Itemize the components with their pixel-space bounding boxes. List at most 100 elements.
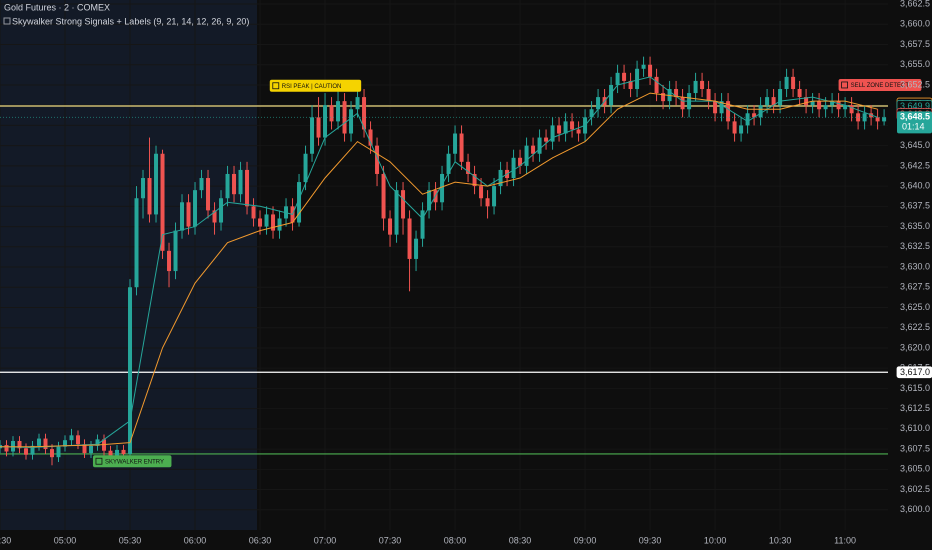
candle-body bbox=[713, 101, 718, 114]
candle-body bbox=[882, 117, 887, 122]
candle-body bbox=[121, 449, 126, 454]
annotation-icon bbox=[272, 82, 280, 90]
candle-body bbox=[336, 101, 341, 122]
y-tick-label: 3,630.0 bbox=[900, 261, 930, 271]
x-tick-label: 05:30 bbox=[119, 535, 142, 545]
candle-body bbox=[492, 186, 497, 207]
candle-body bbox=[251, 206, 256, 219]
candle-body bbox=[206, 178, 211, 211]
y-tick-label: 3,632.5 bbox=[900, 241, 930, 251]
y-tick-label: 3,605.0 bbox=[900, 464, 930, 474]
candle-body bbox=[466, 161, 471, 174]
candle-body bbox=[511, 157, 516, 179]
annotation-box bbox=[838, 78, 922, 91]
candle-body bbox=[836, 101, 841, 110]
candle-body bbox=[810, 101, 815, 106]
candle-body bbox=[394, 190, 399, 235]
candle-body bbox=[193, 190, 198, 227]
annotation-box bbox=[269, 79, 362, 92]
candle-body bbox=[745, 113, 750, 126]
candle-body bbox=[518, 157, 523, 166]
candle-body bbox=[108, 450, 113, 457]
candle-body bbox=[43, 438, 48, 450]
candle-body bbox=[17, 440, 22, 449]
y-tick-label: 3,620.0 bbox=[900, 342, 930, 352]
candle-body bbox=[628, 80, 633, 90]
candle-body bbox=[69, 435, 74, 441]
candle-body bbox=[368, 129, 373, 146]
candle-body bbox=[732, 121, 737, 134]
candle-body bbox=[37, 438, 42, 446]
candle-body bbox=[563, 121, 568, 134]
candle-body bbox=[154, 153, 159, 215]
chart-title: Gold Futures · 2 · COMEX bbox=[4, 2, 110, 12]
y-tick-label: 3,655.0 bbox=[900, 59, 930, 69]
y-tick-label: 3,660.0 bbox=[900, 19, 930, 29]
candle-body bbox=[56, 446, 61, 458]
candle-body bbox=[654, 76, 659, 94]
candle-body bbox=[674, 89, 679, 98]
candle-body bbox=[440, 173, 445, 203]
candle-body bbox=[232, 173, 237, 195]
candle-body bbox=[609, 84, 614, 106]
candle-body bbox=[784, 76, 789, 90]
candle-body bbox=[186, 202, 191, 227]
y-tick-label: 3,642.5 bbox=[900, 160, 930, 170]
candle-body bbox=[706, 89, 711, 102]
price-label-box bbox=[896, 366, 932, 379]
candle-body bbox=[843, 105, 848, 110]
indicator-icon bbox=[3, 17, 11, 25]
candle-body bbox=[459, 133, 464, 162]
candle-body bbox=[316, 117, 321, 138]
candle-body bbox=[771, 97, 776, 106]
candle-body bbox=[199, 178, 204, 191]
candle-body bbox=[778, 89, 783, 106]
candle-body bbox=[817, 101, 822, 110]
y-tick-label: 3,625.0 bbox=[900, 302, 930, 312]
y-tick-label: 3,627.5 bbox=[900, 282, 930, 292]
candle-body bbox=[147, 178, 152, 215]
candle-body bbox=[167, 250, 172, 272]
candle-body bbox=[550, 125, 555, 142]
candle-body bbox=[726, 101, 731, 122]
x-tick-label: 06:00 bbox=[184, 535, 207, 545]
x-tick-label: 09:30 bbox=[639, 535, 662, 545]
candle-body bbox=[849, 105, 854, 114]
x-tick-label: 11:00 bbox=[834, 535, 856, 545]
annotation-icon bbox=[841, 81, 848, 89]
candle-body bbox=[388, 218, 393, 235]
candle-body bbox=[485, 198, 490, 207]
candle-body bbox=[557, 125, 562, 134]
x-tick-label: 08:00 bbox=[444, 535, 467, 545]
candle-body bbox=[472, 173, 477, 187]
candle-body bbox=[297, 182, 302, 223]
candle-body bbox=[596, 97, 601, 110]
candle-body bbox=[329, 105, 334, 122]
x-tick-label: 08:30 bbox=[509, 535, 532, 545]
candle-body bbox=[570, 121, 575, 130]
candle-body bbox=[661, 93, 666, 102]
y-tick-label: 3,662.5 bbox=[900, 0, 930, 8]
y-tick-label: 3,615.0 bbox=[900, 383, 930, 393]
candle-body bbox=[622, 72, 627, 81]
candle-body bbox=[24, 448, 29, 455]
y-tick-label: 3,640.0 bbox=[900, 180, 930, 190]
candle-body bbox=[635, 68, 640, 90]
candle-body bbox=[342, 101, 347, 134]
candle-body bbox=[823, 105, 828, 110]
candle-body bbox=[641, 64, 646, 69]
y-tick-label: 3,622.5 bbox=[900, 322, 930, 332]
candle-body bbox=[102, 439, 107, 451]
candle-body bbox=[830, 101, 835, 106]
y-tick-label: 3,610.0 bbox=[900, 423, 930, 433]
candle-body bbox=[739, 125, 744, 134]
candle-body bbox=[225, 173, 230, 199]
candle-body bbox=[648, 64, 653, 77]
candle-body bbox=[95, 439, 100, 446]
candle-body bbox=[362, 97, 367, 130]
candle-body bbox=[258, 218, 263, 227]
y-tick-label: 3,657.5 bbox=[900, 39, 930, 49]
candle-body bbox=[693, 80, 698, 94]
